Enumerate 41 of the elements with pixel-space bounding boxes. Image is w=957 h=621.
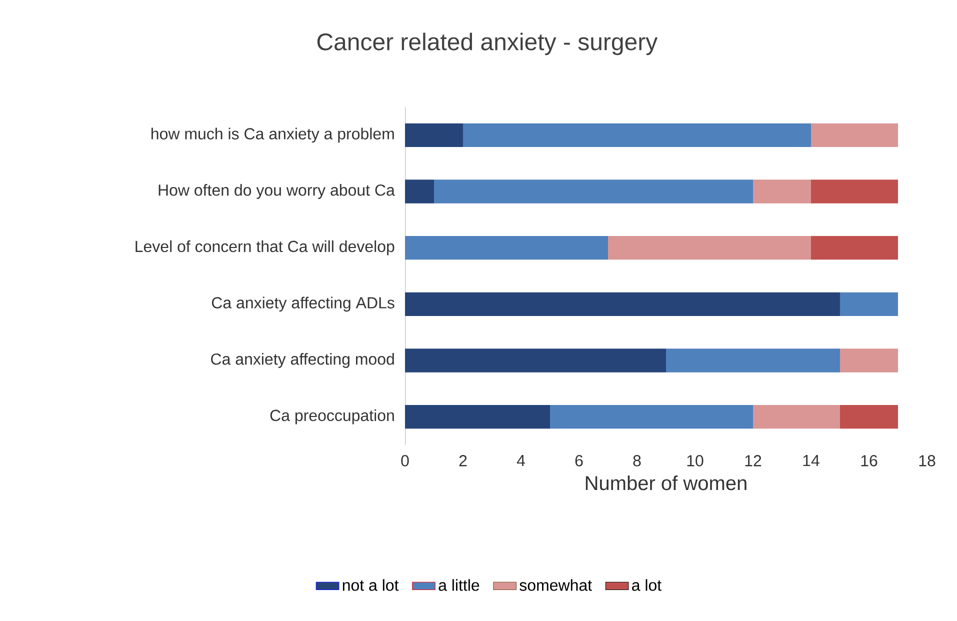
x-tick-label: 2 <box>459 455 467 466</box>
bar <box>463 123 811 148</box>
y-tick-label: how much is Ca anxiety a problem <box>152 128 394 143</box>
bar <box>405 236 608 260</box>
bar <box>608 236 811 260</box>
x-tick-label: 16 <box>861 455 878 466</box>
y-tick-label: Ca anxiety affecting ADLs <box>212 296 394 312</box>
bar <box>405 292 840 316</box>
legend-label: a little <box>438 579 480 591</box>
bar <box>840 405 898 429</box>
bar <box>753 405 840 429</box>
y-tick-label: Ca preoccupation <box>270 409 394 424</box>
bar <box>405 180 434 204</box>
x-tick-label: 8 <box>633 455 641 466</box>
y-tick-label: How often do you worry about Ca <box>158 184 395 199</box>
x-tick-label: 10 <box>687 455 704 466</box>
bar <box>840 348 898 372</box>
x-tick-label: 12 <box>745 455 762 466</box>
chart-title: Cancer related anxiety - surgery <box>317 32 658 56</box>
bar <box>405 348 666 372</box>
bar <box>810 236 898 260</box>
bar <box>810 180 898 204</box>
x-tick-label: 14 <box>803 455 820 466</box>
x-tick-label: 6 <box>575 455 583 466</box>
bar <box>840 292 898 316</box>
y-tick-label: Ca anxiety affecting mood <box>211 353 394 368</box>
x-tick-label: 0 <box>401 455 409 466</box>
bar <box>666 348 840 372</box>
x-axis-title: Number of women <box>586 476 746 490</box>
x-tick-label: 18 <box>919 455 936 466</box>
bar <box>753 180 811 204</box>
bar <box>405 123 463 148</box>
bar <box>550 405 753 429</box>
bar <box>434 180 753 204</box>
legend-label: not a lot <box>342 579 399 591</box>
bar <box>405 405 550 429</box>
legend-label: somewhat <box>520 579 592 591</box>
y-tick-label: Level of concern that Ca will develop <box>136 240 394 256</box>
bar <box>810 123 898 148</box>
legend-label: a lot <box>632 579 662 591</box>
x-tick-label: 4 <box>516 455 525 466</box>
